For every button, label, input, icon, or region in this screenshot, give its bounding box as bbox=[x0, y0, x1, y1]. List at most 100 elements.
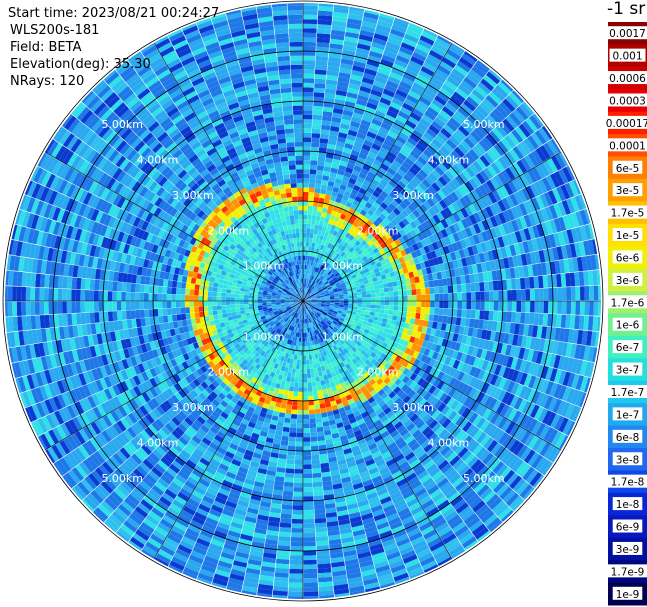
range-gate bbox=[418, 96, 432, 107]
range-gate bbox=[382, 88, 395, 98]
range-gate bbox=[371, 118, 383, 127]
range-gate bbox=[322, 278, 327, 283]
range-gate bbox=[322, 236, 328, 242]
range-gate bbox=[598, 285, 601, 301]
range-gate bbox=[463, 99, 476, 112]
range-gate bbox=[303, 60, 316, 65]
range-gate bbox=[330, 121, 341, 128]
range-gate bbox=[290, 555, 303, 561]
range-gate bbox=[283, 486, 294, 492]
range-gate bbox=[424, 162, 435, 173]
range-gate bbox=[324, 231, 329, 238]
range-gate bbox=[295, 441, 303, 447]
range-gate bbox=[325, 237, 331, 243]
range-gate bbox=[392, 286, 398, 292]
range-gate bbox=[384, 305, 390, 310]
range-gate bbox=[330, 38, 344, 45]
range-gate bbox=[303, 73, 315, 79]
range-gate bbox=[506, 279, 512, 290]
range-gate bbox=[303, 91, 314, 97]
range-gate bbox=[596, 269, 601, 285]
range-gate bbox=[303, 577, 318, 583]
range-gate bbox=[308, 269, 312, 275]
range-gate bbox=[474, 85, 489, 98]
range-gate bbox=[382, 209, 390, 218]
range-gate bbox=[317, 24, 332, 30]
range-gate bbox=[506, 311, 512, 323]
range-gate bbox=[407, 137, 418, 147]
range-gate bbox=[539, 288, 544, 301]
range-gate bbox=[307, 377, 312, 383]
range-gate bbox=[384, 225, 392, 233]
range-gate bbox=[523, 214, 532, 228]
range-gate bbox=[439, 87, 453, 99]
range-gate bbox=[416, 294, 422, 301]
range-gate bbox=[325, 295, 330, 298]
range-gate bbox=[323, 102, 334, 108]
range-gate bbox=[311, 463, 321, 469]
range-gate bbox=[351, 249, 357, 256]
range-gate bbox=[415, 263, 422, 271]
range-gate bbox=[443, 308, 449, 316]
range-gate bbox=[488, 191, 498, 204]
range-gate bbox=[461, 155, 473, 167]
range-gate bbox=[291, 523, 303, 529]
range-gate bbox=[375, 171, 385, 179]
range-gate bbox=[290, 541, 303, 547]
range-gate bbox=[495, 105, 509, 119]
range-gate bbox=[357, 128, 368, 136]
range-gate bbox=[351, 231, 358, 238]
range-gate bbox=[420, 152, 431, 163]
range-gate bbox=[335, 94, 346, 101]
range-gate bbox=[368, 182, 377, 191]
range-gate bbox=[425, 84, 439, 95]
range-gate bbox=[292, 400, 298, 406]
range-gate bbox=[574, 315, 580, 330]
range-gate bbox=[333, 270, 339, 276]
range-gate bbox=[347, 197, 355, 204]
range-gate bbox=[468, 178, 479, 190]
range-gate bbox=[427, 273, 434, 281]
range-gate bbox=[520, 277, 526, 290]
range-gate bbox=[431, 182, 441, 192]
range-gate bbox=[543, 160, 554, 175]
range-gate bbox=[326, 223, 333, 229]
range-gate bbox=[372, 277, 378, 282]
range-gate bbox=[350, 173, 359, 181]
range-gate bbox=[468, 92, 482, 105]
range-gate bbox=[394, 59, 408, 69]
range-gate bbox=[315, 174, 323, 180]
range-gate bbox=[387, 236, 395, 244]
range-gate bbox=[332, 277, 338, 282]
range-gate bbox=[594, 254, 600, 270]
range-gate bbox=[303, 423, 310, 429]
range-gate bbox=[283, 481, 294, 488]
range-gate bbox=[311, 296, 317, 299]
range-gate bbox=[547, 157, 558, 173]
range-gate bbox=[363, 230, 371, 237]
range-gate bbox=[296, 432, 303, 438]
range-gate bbox=[314, 513, 326, 519]
range-gate bbox=[324, 161, 332, 168]
range-gate bbox=[337, 276, 343, 281]
range-gate bbox=[330, 301, 335, 303]
range-gate bbox=[412, 243, 420, 251]
range-gate bbox=[404, 140, 415, 150]
range-gate bbox=[419, 261, 426, 269]
range-gate bbox=[316, 385, 322, 391]
range-gate bbox=[373, 240, 381, 248]
range-gate bbox=[298, 387, 303, 392]
range-gate bbox=[336, 267, 342, 273]
range-gate bbox=[367, 171, 376, 179]
range-gate bbox=[289, 386, 294, 392]
range-gate bbox=[498, 121, 511, 135]
range-gate bbox=[394, 196, 403, 205]
range-gate bbox=[304, 287, 306, 293]
range-gate bbox=[452, 91, 466, 103]
range-gate bbox=[343, 305, 349, 308]
range-gate bbox=[316, 297, 321, 299]
range-gate bbox=[314, 508, 326, 515]
range-gate bbox=[429, 287, 435, 295]
ray bbox=[303, 28, 438, 301]
range-gate bbox=[364, 159, 373, 168]
